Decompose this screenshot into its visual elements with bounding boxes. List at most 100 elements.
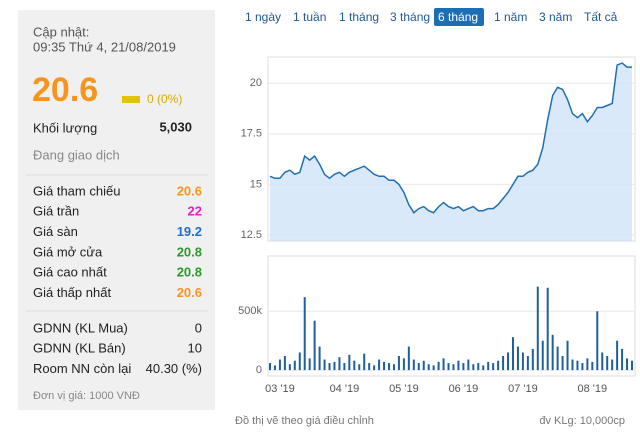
tab[interactable]: 3 năm [539, 10, 572, 24]
footer-note: Đồ thị vẽ theo giá điều chỉnh [235, 415, 374, 427]
volume-bar [596, 311, 599, 371]
volume-bar [298, 352, 301, 371]
volume-bar [561, 356, 564, 371]
row-label: Giá mở cửa [33, 244, 103, 259]
volume-bar [293, 360, 296, 371]
volume-bar [601, 352, 604, 371]
foreign-label: GDNN (KL Mua) [33, 320, 128, 335]
volume-bar [457, 360, 460, 371]
row-value: 19.2 [177, 224, 202, 239]
volume-bar [492, 363, 495, 371]
volume-bar [541, 340, 544, 371]
volume-bar [442, 358, 445, 371]
volume-bar [373, 365, 376, 371]
change-icon [122, 96, 140, 103]
volume-bar [502, 356, 505, 371]
volume-bar [417, 363, 420, 371]
volume-bar [452, 364, 455, 371]
y-tick-label: 500k [238, 305, 262, 317]
foreign-value: 0 [195, 320, 202, 335]
row-label: Giá trần [33, 204, 79, 219]
volume-bar [348, 354, 351, 371]
volume-bar [323, 359, 326, 371]
x-tick-label: 08 '19 [578, 383, 608, 395]
change: 0 (0%) [147, 92, 182, 106]
y-tick-label: 20 [250, 77, 262, 89]
volume-bar [392, 364, 395, 371]
volume-bar [546, 287, 549, 371]
volume-bar [343, 363, 346, 371]
volume-bar [606, 356, 609, 371]
tab-selected-bg [434, 8, 484, 26]
price-line [269, 62, 632, 214]
volume-bar [303, 297, 306, 371]
volume: 5,030 [159, 119, 192, 134]
volume-bar [447, 363, 450, 371]
volume-bar [383, 361, 386, 371]
row-value: 20.6 [177, 183, 202, 198]
tab[interactable]: Tất cả [584, 10, 618, 24]
volume-bar [407, 346, 410, 371]
volume-bar [437, 361, 440, 371]
volume-bar [576, 360, 579, 371]
y-tick-label: 12.5 [241, 229, 262, 241]
volume-bar [368, 363, 371, 371]
info-panel [18, 10, 215, 410]
volume-bar [616, 340, 619, 371]
tab[interactable]: 1 năm [494, 10, 527, 24]
tab[interactable]: 1 tháng [339, 10, 379, 24]
volume-bar [626, 358, 629, 371]
y-tick-label: 15 [250, 178, 262, 190]
update-label: Cập nhật: [33, 24, 89, 39]
volume-bar [283, 356, 286, 371]
y-tick-label: 17.5 [241, 128, 262, 140]
tab[interactable]: 3 tháng [390, 10, 430, 24]
volume-bar [278, 359, 281, 371]
volume-bar [273, 365, 276, 371]
volume-bar [422, 360, 425, 371]
volume-bar [571, 359, 574, 371]
x-tick-label: 03 '19 [265, 383, 295, 395]
volume-bar [338, 357, 341, 371]
volume-bar [358, 364, 361, 371]
x-tick-label: 04 '19 [330, 383, 360, 395]
tab[interactable]: 6 tháng [438, 10, 478, 24]
volume-bar [477, 363, 480, 371]
x-tick-label: 05 '19 [389, 383, 419, 395]
volume-bar [551, 334, 554, 371]
row-value: 22 [188, 204, 202, 219]
foreign-value: 10 [188, 341, 202, 356]
row-label: Giá thấp nhất [33, 285, 111, 300]
volume-bar [591, 361, 594, 371]
volume-bar [427, 364, 430, 371]
volume-bar [526, 356, 529, 371]
volume-bar [432, 365, 435, 371]
volume-bar [333, 361, 336, 371]
volume-bar [328, 363, 331, 371]
volume-bar [412, 359, 415, 371]
row-label: Giá cao nhất [33, 265, 107, 280]
volume-bar [482, 365, 485, 371]
footer-unit: đv KLg: 10,000cp [539, 415, 625, 427]
volume-bar [353, 360, 356, 371]
volume-bar [487, 361, 490, 371]
x-tick-label: 07 '19 [508, 383, 538, 395]
update-time: 09:35 Thứ 4, 21/08/2019 [33, 39, 176, 54]
volume-bar [581, 363, 584, 371]
volume-bar [308, 358, 311, 371]
volume-bar [497, 360, 500, 371]
tab[interactable]: 1 tuần [293, 10, 326, 24]
volume-bar [288, 364, 291, 371]
y-tick-label: 0 [256, 364, 262, 376]
volume-bar [467, 359, 470, 371]
tab[interactable]: 1 ngày [245, 10, 281, 24]
volume-label: Khối lượng [33, 120, 97, 135]
volume-bar [516, 346, 519, 371]
row-label: Giá tham chiếu [33, 183, 120, 198]
volume-bar [402, 358, 405, 371]
status: Đang giao dịch [33, 147, 120, 162]
foreign-value: 40.30 (%) [146, 361, 202, 376]
volume-bar [318, 346, 321, 371]
volume-bar [388, 363, 391, 371]
